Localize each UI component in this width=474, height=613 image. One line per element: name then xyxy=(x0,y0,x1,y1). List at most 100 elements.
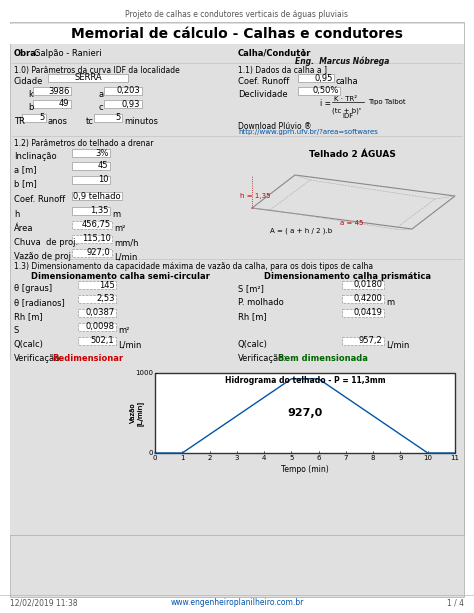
Text: Redimensionar: Redimensionar xyxy=(52,354,123,363)
Text: 0,50%: 0,50% xyxy=(312,86,338,96)
Text: 957,2: 957,2 xyxy=(359,337,383,346)
Text: 3%: 3% xyxy=(95,148,109,158)
Text: 1: 1 xyxy=(180,455,184,461)
FancyBboxPatch shape xyxy=(298,87,340,95)
Text: 0,9 telhado: 0,9 telhado xyxy=(73,191,120,200)
FancyBboxPatch shape xyxy=(10,360,464,535)
Text: 1.3) Dimensionamento da capacidade máxima de vazão da calha, para os dois tipos : 1.3) Dimensionamento da capacidade máxim… xyxy=(14,262,373,271)
Text: 5: 5 xyxy=(289,455,293,461)
Text: Verificação:: Verificação: xyxy=(14,354,63,363)
Text: 12/02/2019 11:38: 12/02/2019 11:38 xyxy=(10,598,78,607)
Text: Calha/Condutor: Calha/Condutor xyxy=(238,49,311,58)
Text: 10: 10 xyxy=(423,455,432,461)
Text: L/min: L/min xyxy=(386,340,410,349)
Text: 927,0: 927,0 xyxy=(87,248,110,257)
Text: SERRA: SERRA xyxy=(74,74,102,83)
Text: 0,0180: 0,0180 xyxy=(354,281,383,289)
Text: Tempo (min): Tempo (min) xyxy=(281,465,329,474)
Text: Coef. Runoff: Coef. Runoff xyxy=(238,77,289,86)
Text: www.engenheiroplanilheiro.com.br: www.engenheiroplanilheiro.com.br xyxy=(170,598,304,607)
Text: 1.1) Dados da calha a ]: 1.1) Dados da calha a ] xyxy=(238,66,327,75)
Text: Hidrograma do telhado - P = 11,3mm: Hidrograma do telhado - P = 11,3mm xyxy=(225,376,385,385)
Text: 5: 5 xyxy=(39,113,45,123)
Text: 0,95: 0,95 xyxy=(314,74,332,83)
Text: S [m²]: S [m²] xyxy=(238,284,264,293)
Text: 0,203: 0,203 xyxy=(117,86,140,96)
FancyBboxPatch shape xyxy=(342,281,384,289)
Text: h: h xyxy=(14,210,19,219)
Text: 4: 4 xyxy=(262,455,266,461)
FancyBboxPatch shape xyxy=(72,192,122,200)
Text: Verificação:: Verificação: xyxy=(238,354,287,363)
Text: 502,1: 502,1 xyxy=(91,337,115,346)
FancyBboxPatch shape xyxy=(22,114,46,122)
Text: Inclinação: Inclinação xyxy=(14,152,56,161)
Text: IDF: IDF xyxy=(342,113,354,119)
Text: Galpão - Ranieri: Galpão - Ranieri xyxy=(34,49,101,58)
Text: P. molhado: P. molhado xyxy=(238,298,284,307)
Text: 1: 1 xyxy=(300,49,305,58)
Text: Vazão
[L/min]: Vazão [L/min] xyxy=(130,400,144,425)
Text: Q(calc): Q(calc) xyxy=(14,340,44,349)
FancyBboxPatch shape xyxy=(10,360,464,535)
Text: (tc + b)ᶜ: (tc + b)ᶜ xyxy=(332,107,362,113)
FancyBboxPatch shape xyxy=(48,74,128,82)
Text: calha: calha xyxy=(336,77,359,86)
Text: Chuva  de proj.: Chuva de proj. xyxy=(14,238,78,247)
Text: Dimensionamento calha semi-circular: Dimensionamento calha semi-circular xyxy=(30,272,210,281)
Text: Eng.  Marcus Nóbrega: Eng. Marcus Nóbrega xyxy=(295,56,389,66)
FancyBboxPatch shape xyxy=(33,87,71,95)
Text: A = ( a + h / 2 ).b: A = ( a + h / 2 ).b xyxy=(270,228,332,235)
Text: θ [radianos]: θ [radianos] xyxy=(14,298,65,307)
Text: Bem dimensionada: Bem dimensionada xyxy=(278,354,368,363)
Text: a [m]: a [m] xyxy=(14,165,36,174)
Text: 145: 145 xyxy=(99,281,115,289)
FancyBboxPatch shape xyxy=(72,176,110,184)
FancyBboxPatch shape xyxy=(94,114,122,122)
Text: L/min: L/min xyxy=(118,340,141,349)
FancyBboxPatch shape xyxy=(33,100,71,108)
Text: 7: 7 xyxy=(344,455,348,461)
Text: 0,0419: 0,0419 xyxy=(354,308,383,318)
FancyBboxPatch shape xyxy=(10,24,464,44)
FancyBboxPatch shape xyxy=(72,235,112,243)
FancyBboxPatch shape xyxy=(72,162,110,170)
Text: S: S xyxy=(14,326,19,335)
FancyBboxPatch shape xyxy=(10,22,464,597)
Text: 3: 3 xyxy=(235,455,239,461)
Text: mm/h: mm/h xyxy=(114,238,138,247)
Text: c: c xyxy=(99,103,104,112)
Text: 1000: 1000 xyxy=(135,370,153,376)
Text: tc: tc xyxy=(86,117,94,126)
Text: 0,4200: 0,4200 xyxy=(354,294,383,303)
Text: 49: 49 xyxy=(59,99,70,109)
Text: a: a xyxy=(99,90,104,99)
Text: Projeto de calhas e condutores verticais de águas pluviais: Projeto de calhas e condutores verticais… xyxy=(126,10,348,19)
Text: Rh [m]: Rh [m] xyxy=(14,312,43,321)
Text: Coef. Runoff: Coef. Runoff xyxy=(14,195,65,204)
Text: b [m]: b [m] xyxy=(14,179,37,188)
Text: Dimensionamento calha prismática: Dimensionamento calha prismática xyxy=(264,272,431,281)
Text: 8: 8 xyxy=(371,455,375,461)
FancyBboxPatch shape xyxy=(72,149,110,157)
FancyBboxPatch shape xyxy=(342,309,384,317)
Text: anos: anos xyxy=(48,117,68,126)
Text: 45: 45 xyxy=(98,161,109,170)
Text: 0,93: 0,93 xyxy=(122,99,140,109)
Text: 9: 9 xyxy=(398,455,403,461)
Text: Tipo Talbot: Tipo Talbot xyxy=(368,99,406,105)
Text: 0,0387: 0,0387 xyxy=(85,308,115,318)
Text: K · TR²: K · TR² xyxy=(334,96,357,102)
Text: m: m xyxy=(112,210,120,219)
FancyBboxPatch shape xyxy=(78,309,116,317)
FancyBboxPatch shape xyxy=(72,207,110,215)
Text: 0: 0 xyxy=(153,455,157,461)
Text: b: b xyxy=(28,103,33,112)
Text: Download Plúvio ®: Download Plúvio ® xyxy=(238,122,311,131)
Text: 1.0) Parâmetros da curva IDF da localidade: 1.0) Parâmetros da curva IDF da localida… xyxy=(14,66,180,75)
Text: minutos: minutos xyxy=(124,117,158,126)
Text: 3986: 3986 xyxy=(48,86,70,96)
FancyBboxPatch shape xyxy=(342,337,384,345)
Text: 456,75: 456,75 xyxy=(82,221,110,229)
Text: θ [graus]: θ [graus] xyxy=(14,284,52,293)
